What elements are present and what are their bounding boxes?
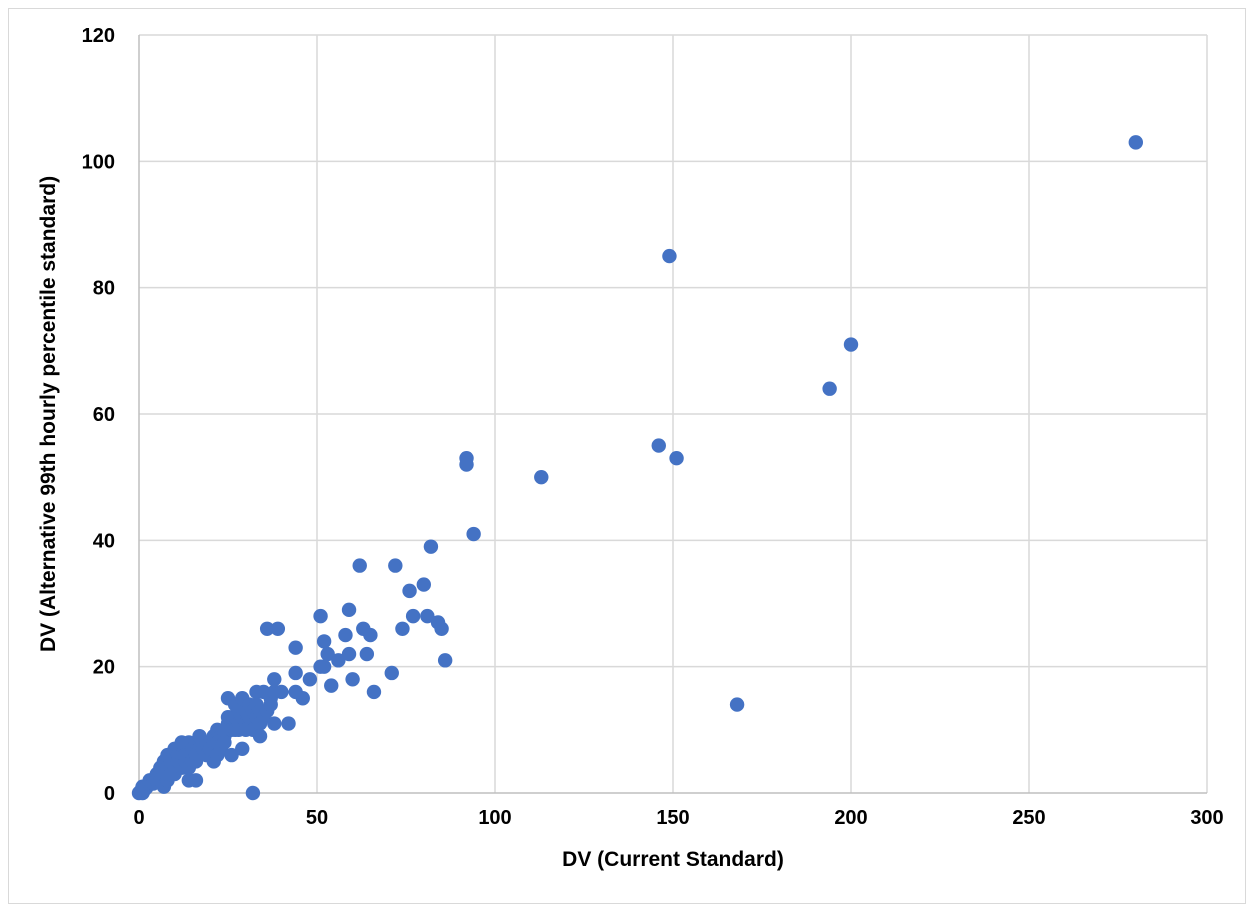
scatter-point bbox=[288, 665, 303, 681]
x-tick-label: 200 bbox=[834, 807, 867, 829]
scatter-point bbox=[217, 735, 232, 750]
scatter-point bbox=[270, 621, 286, 636]
scatter-point bbox=[366, 684, 382, 700]
x-tick-label: 50 bbox=[306, 807, 328, 829]
scatter-point bbox=[281, 716, 296, 731]
y-axis-title: DV (Alternative 99th hourly percentile s… bbox=[37, 176, 60, 652]
scatter-chart: 0 50 100 150 200 250 300 0 20 40 60 80 100 120 DV (Cu… bbox=[37, 25, 1224, 871]
scatter-point bbox=[729, 697, 745, 712]
scatter-point bbox=[1128, 135, 1144, 150]
y-tick-label: 0 bbox=[104, 783, 115, 805]
scatter-point bbox=[822, 381, 837, 396]
scatter-point bbox=[302, 672, 318, 687]
scatter-point bbox=[352, 558, 367, 573]
data-points bbox=[131, 135, 1144, 801]
scatter-point bbox=[420, 608, 435, 624]
scatter-point bbox=[259, 621, 275, 636]
scatter-point bbox=[434, 621, 449, 636]
y-tick-label: 100 bbox=[82, 151, 115, 173]
scatter-point bbox=[437, 653, 453, 668]
scatter-point bbox=[341, 602, 357, 618]
scatter-point bbox=[313, 608, 328, 624]
scatter-point bbox=[245, 785, 261, 801]
scatter-point bbox=[843, 337, 859, 352]
scatter-point bbox=[341, 646, 357, 662]
x-axis-title: DV (Current Standard) bbox=[562, 848, 784, 871]
scatter-point bbox=[384, 665, 399, 681]
y-tick-label: 40 bbox=[93, 530, 115, 552]
chart-frame: 0 50 100 150 200 250 300 0 20 40 60 80 100 120 DV (Cu… bbox=[8, 8, 1246, 904]
scatter-point bbox=[395, 621, 410, 636]
scatter-point bbox=[416, 577, 431, 592]
gridlines bbox=[139, 34, 1208, 793]
y-tick-label: 120 bbox=[82, 25, 115, 47]
scatter-point bbox=[316, 634, 332, 649]
scatter-point bbox=[534, 469, 549, 485]
axes bbox=[138, 35, 1207, 794]
tick-labels: 0 50 100 150 200 250 300 0 20 40 60 80 100 120 bbox=[82, 25, 1224, 829]
x-tick-label: 250 bbox=[1012, 807, 1045, 829]
scatter-point bbox=[345, 672, 360, 687]
scatter-point bbox=[316, 659, 332, 674]
x-tick-label: 0 bbox=[133, 807, 144, 829]
scatter-point bbox=[267, 716, 282, 731]
x-tick-label: 100 bbox=[478, 807, 511, 829]
scatter-point bbox=[324, 678, 339, 693]
scatter-point bbox=[405, 608, 421, 624]
scatter-point bbox=[252, 728, 268, 744]
scatter-point bbox=[274, 684, 289, 700]
x-tick-label: 150 bbox=[656, 807, 689, 829]
y-tick-label: 60 bbox=[93, 404, 115, 426]
scatter-point bbox=[295, 691, 310, 706]
scatter-point bbox=[288, 640, 303, 655]
scatter-point bbox=[224, 747, 239, 763]
x-tick-label: 300 bbox=[1190, 807, 1223, 829]
scatter-point bbox=[363, 627, 378, 643]
scatter-point bbox=[388, 558, 403, 573]
scatter-point bbox=[662, 248, 677, 264]
y-tick-label: 20 bbox=[93, 657, 115, 679]
scatter-point bbox=[651, 438, 666, 453]
scatter-point bbox=[459, 457, 474, 472]
scatter-point bbox=[466, 526, 481, 542]
scatter-point bbox=[188, 773, 204, 788]
y-tick-label: 80 bbox=[93, 278, 115, 300]
scatter-point bbox=[359, 646, 375, 662]
scatter-point bbox=[320, 646, 335, 662]
scatter-point bbox=[402, 583, 417, 599]
scatter-point bbox=[267, 672, 282, 687]
scatter-point bbox=[331, 653, 346, 668]
scatter-point bbox=[669, 451, 684, 466]
scatter-point bbox=[338, 627, 353, 643]
scatter-point bbox=[423, 539, 439, 554]
scatter-point bbox=[235, 741, 250, 756]
